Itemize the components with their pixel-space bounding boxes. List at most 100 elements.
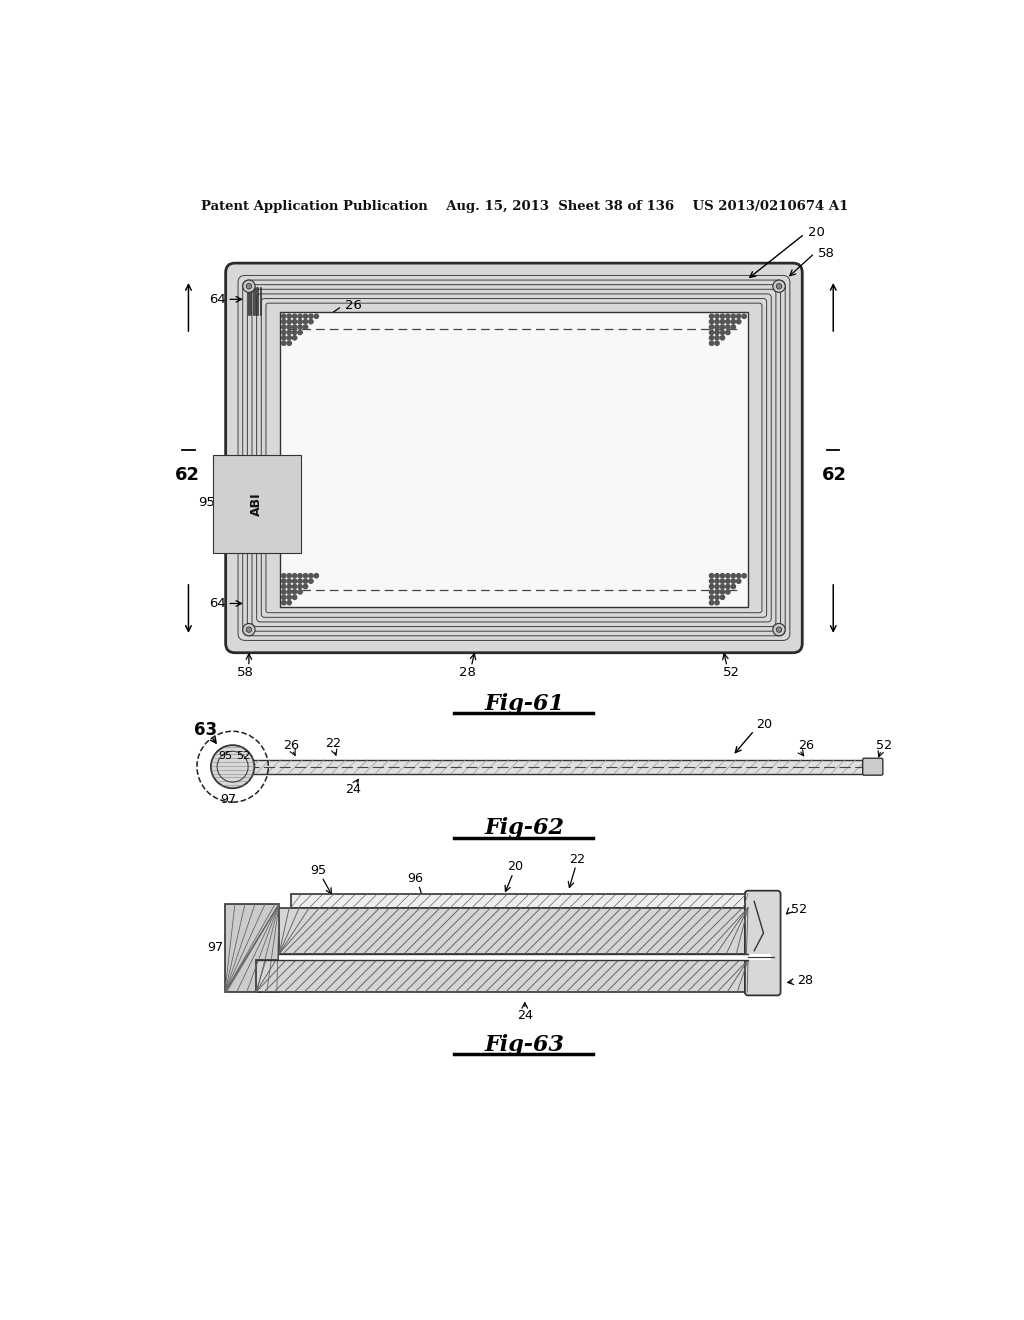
Circle shape xyxy=(715,579,719,583)
Circle shape xyxy=(308,574,313,578)
Circle shape xyxy=(710,595,714,599)
Circle shape xyxy=(293,585,297,589)
Text: 24: 24 xyxy=(345,783,360,796)
Circle shape xyxy=(282,335,286,341)
Circle shape xyxy=(282,585,286,589)
Circle shape xyxy=(298,590,302,594)
Circle shape xyxy=(710,574,714,578)
Circle shape xyxy=(710,590,714,594)
Bar xyxy=(256,960,748,993)
Circle shape xyxy=(726,579,730,583)
Circle shape xyxy=(287,330,292,334)
Circle shape xyxy=(715,314,719,318)
Bar xyxy=(225,904,280,993)
Circle shape xyxy=(715,585,719,589)
Circle shape xyxy=(287,319,292,323)
Circle shape xyxy=(736,574,741,578)
Circle shape xyxy=(298,574,302,578)
Circle shape xyxy=(720,574,725,578)
Circle shape xyxy=(282,314,286,318)
Circle shape xyxy=(293,319,297,323)
Circle shape xyxy=(282,590,286,594)
Text: 22: 22 xyxy=(569,853,586,866)
Text: 52: 52 xyxy=(792,903,808,916)
Circle shape xyxy=(731,585,735,589)
Circle shape xyxy=(726,574,730,578)
Text: 26: 26 xyxy=(283,739,299,751)
Circle shape xyxy=(736,579,741,583)
FancyBboxPatch shape xyxy=(862,758,883,775)
Circle shape xyxy=(726,330,730,334)
Circle shape xyxy=(726,585,730,589)
Circle shape xyxy=(726,590,730,594)
Circle shape xyxy=(282,330,286,334)
Circle shape xyxy=(282,325,286,329)
Circle shape xyxy=(293,330,297,334)
Circle shape xyxy=(293,335,297,341)
Circle shape xyxy=(720,319,725,323)
Bar xyxy=(248,760,868,774)
Circle shape xyxy=(710,341,714,346)
Bar xyxy=(280,954,771,960)
Text: 64: 64 xyxy=(210,597,226,610)
Text: 24: 24 xyxy=(517,1008,532,1022)
Circle shape xyxy=(303,574,307,578)
Circle shape xyxy=(731,574,735,578)
Text: 95: 95 xyxy=(310,865,326,878)
Circle shape xyxy=(736,319,741,323)
Circle shape xyxy=(243,623,255,636)
Circle shape xyxy=(282,574,286,578)
Text: 26: 26 xyxy=(345,298,361,312)
Circle shape xyxy=(303,579,307,583)
Circle shape xyxy=(710,314,714,318)
Circle shape xyxy=(246,627,252,632)
Circle shape xyxy=(726,314,730,318)
Circle shape xyxy=(773,623,785,636)
Text: 62: 62 xyxy=(174,466,200,484)
Circle shape xyxy=(715,325,719,329)
Circle shape xyxy=(303,585,307,589)
Circle shape xyxy=(776,627,781,632)
Text: 63: 63 xyxy=(194,721,217,739)
Circle shape xyxy=(710,325,714,329)
Circle shape xyxy=(298,330,302,334)
Circle shape xyxy=(314,574,318,578)
Circle shape xyxy=(742,314,746,318)
Bar xyxy=(280,908,748,954)
FancyBboxPatch shape xyxy=(225,263,802,653)
Circle shape xyxy=(287,585,292,589)
Text: 20: 20 xyxy=(508,861,523,874)
Text: 22: 22 xyxy=(326,737,341,750)
Circle shape xyxy=(726,325,730,329)
Circle shape xyxy=(715,341,719,346)
Text: 52: 52 xyxy=(723,667,739,680)
Circle shape xyxy=(731,579,735,583)
Circle shape xyxy=(303,314,307,318)
Circle shape xyxy=(287,590,292,594)
Circle shape xyxy=(287,341,292,346)
Circle shape xyxy=(715,595,719,599)
Circle shape xyxy=(287,601,292,605)
Circle shape xyxy=(287,335,292,341)
Circle shape xyxy=(303,325,307,329)
Text: Patent Application Publication    Aug. 15, 2013  Sheet 38 of 136    US 2013/0210: Patent Application Publication Aug. 15, … xyxy=(201,199,849,213)
Circle shape xyxy=(308,319,313,323)
Text: 58: 58 xyxy=(238,667,254,680)
Text: Fig-61: Fig-61 xyxy=(484,693,565,714)
Circle shape xyxy=(298,314,302,318)
Circle shape xyxy=(710,601,714,605)
Circle shape xyxy=(726,319,730,323)
Circle shape xyxy=(287,325,292,329)
Circle shape xyxy=(742,574,746,578)
Circle shape xyxy=(715,601,719,605)
Circle shape xyxy=(776,284,781,289)
Circle shape xyxy=(282,341,286,346)
Text: 95: 95 xyxy=(218,751,232,760)
Bar xyxy=(291,894,748,908)
Circle shape xyxy=(715,319,719,323)
Bar xyxy=(232,760,248,774)
Text: 22: 22 xyxy=(505,458,523,473)
Circle shape xyxy=(293,590,297,594)
Circle shape xyxy=(303,319,307,323)
Text: 96: 96 xyxy=(407,871,423,884)
